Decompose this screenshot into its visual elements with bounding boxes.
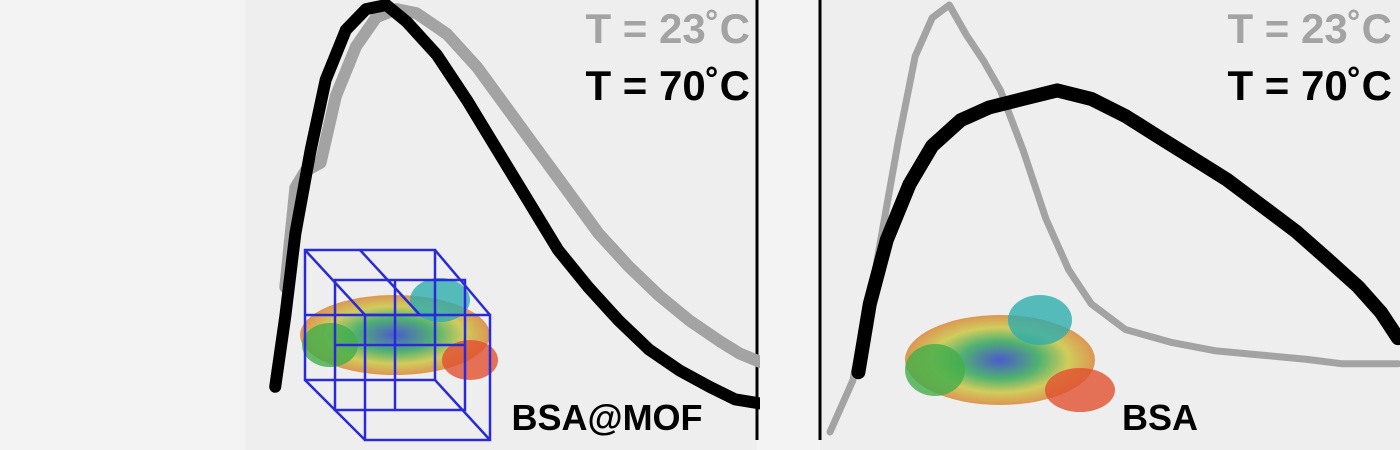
protein-illustration	[905, 295, 1115, 412]
series-line-t23	[826, 1, 1400, 436]
legend-t23: T = 23˚C	[585, 5, 750, 52]
series-line-t23	[279, 3, 760, 368]
series-line-t70	[851, 83, 1400, 380]
series-line-t70	[269, 0, 760, 410]
panel-a-label: BSA@MOF	[511, 397, 702, 438]
legend-t70: T = 70˚C	[585, 62, 750, 109]
legend-t70: T = 70˚C	[1227, 62, 1392, 109]
legend-t23: T = 23˚C	[1227, 5, 1392, 52]
panel-b-label: BSA	[1122, 397, 1198, 438]
panel-b-plot	[826, 1, 1400, 436]
mof-cage	[303, 248, 492, 442]
protein-mof-illustration	[300, 248, 498, 442]
panel-a-plot	[269, 0, 760, 410]
